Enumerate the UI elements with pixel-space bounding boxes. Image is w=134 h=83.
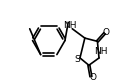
- Text: O: O: [103, 28, 110, 37]
- Text: S: S: [75, 55, 80, 64]
- Text: NH: NH: [94, 47, 107, 56]
- Text: O: O: [89, 73, 96, 82]
- Text: NH: NH: [64, 21, 77, 30]
